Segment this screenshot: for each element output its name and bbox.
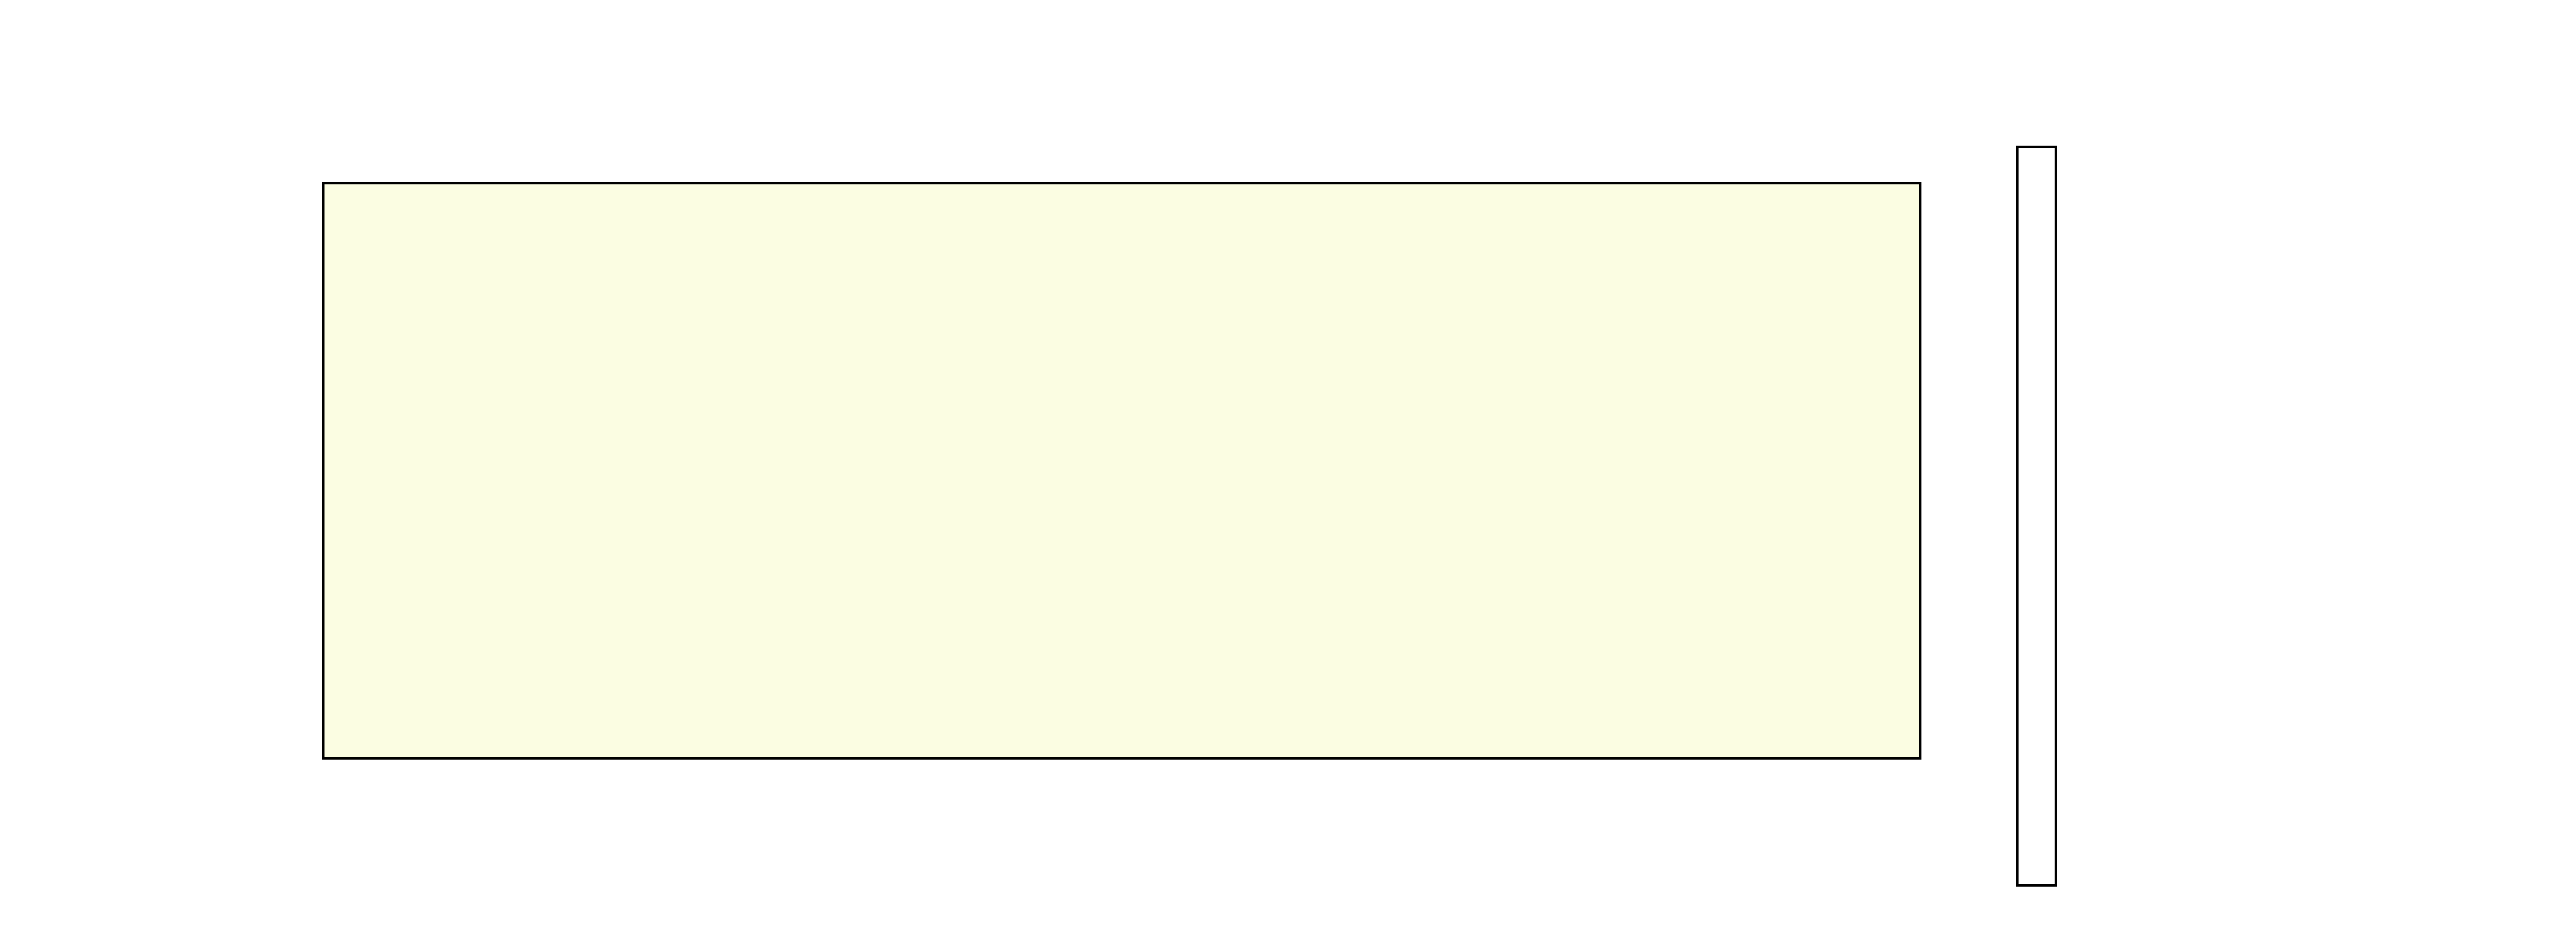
colorbar	[2016, 116, 2057, 895]
wind-vectors-and-borders-overlay	[324, 184, 1919, 757]
map-plot-area	[322, 182, 1921, 760]
wind-speed-contour-fill	[324, 184, 1919, 757]
